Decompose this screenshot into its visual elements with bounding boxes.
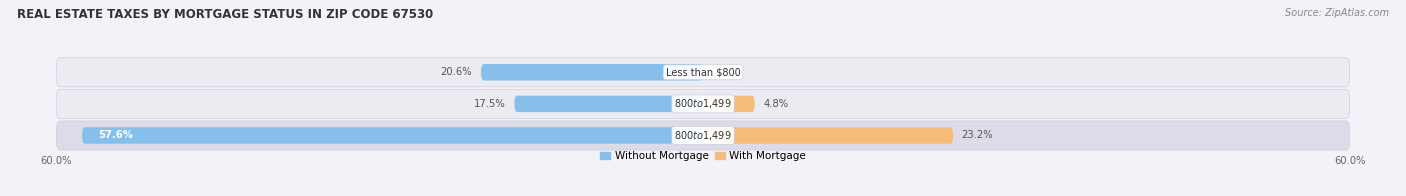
Text: 20.6%: 20.6%	[440, 67, 472, 77]
Text: 0.0%: 0.0%	[711, 67, 737, 77]
FancyBboxPatch shape	[515, 96, 703, 112]
FancyBboxPatch shape	[56, 121, 1350, 150]
FancyBboxPatch shape	[703, 127, 953, 144]
Legend: Without Mortgage, With Mortgage: Without Mortgage, With Mortgage	[596, 147, 810, 165]
Text: 57.6%: 57.6%	[98, 131, 134, 141]
FancyBboxPatch shape	[481, 64, 703, 81]
Text: $800 to $1,499: $800 to $1,499	[675, 129, 731, 142]
Text: 17.5%: 17.5%	[474, 99, 506, 109]
FancyBboxPatch shape	[703, 96, 755, 112]
Text: $800 to $1,499: $800 to $1,499	[675, 97, 731, 110]
FancyBboxPatch shape	[56, 58, 1350, 87]
Text: 23.2%: 23.2%	[962, 131, 993, 141]
Text: Source: ZipAtlas.com: Source: ZipAtlas.com	[1285, 8, 1389, 18]
FancyBboxPatch shape	[56, 89, 1350, 118]
Text: 4.8%: 4.8%	[763, 99, 789, 109]
Text: REAL ESTATE TAXES BY MORTGAGE STATUS IN ZIP CODE 67530: REAL ESTATE TAXES BY MORTGAGE STATUS IN …	[17, 8, 433, 21]
FancyBboxPatch shape	[82, 127, 703, 144]
Text: Less than $800: Less than $800	[665, 67, 741, 77]
